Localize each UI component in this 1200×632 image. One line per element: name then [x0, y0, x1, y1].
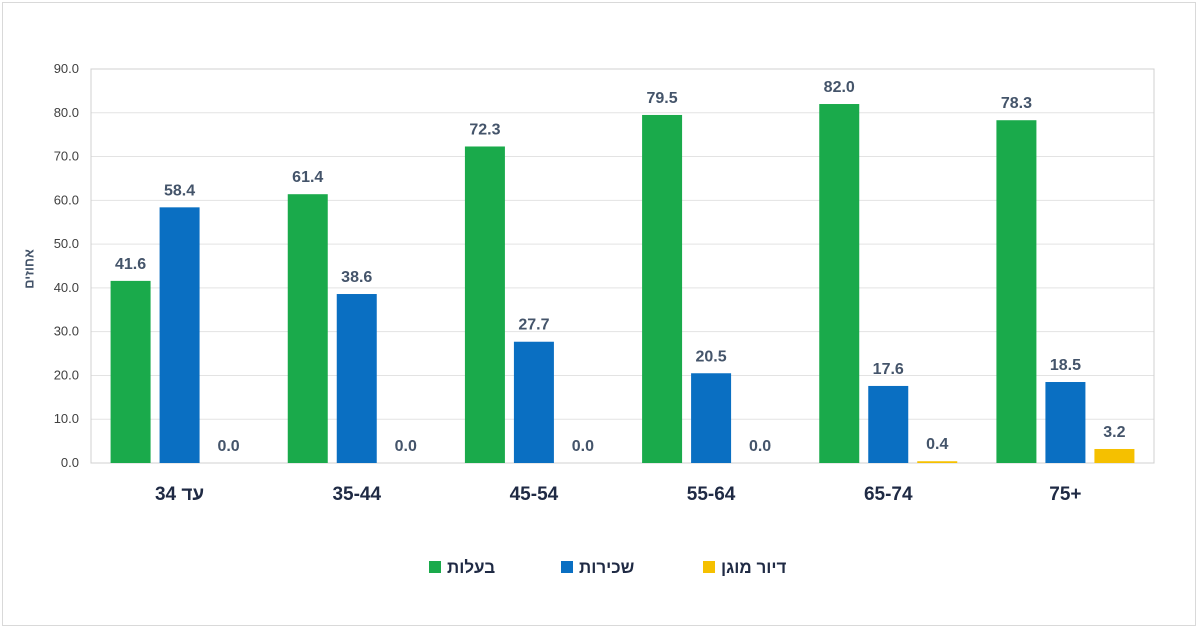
y-tick-label: 60.0	[54, 192, 79, 207]
data-label: 20.5	[696, 348, 727, 365]
data-label: 0.0	[217, 438, 239, 455]
bar	[513, 341, 554, 463]
bar	[464, 146, 505, 463]
legend-swatch	[429, 561, 441, 573]
category-label: 45-54	[510, 484, 559, 505]
bar	[819, 104, 860, 464]
category-label: 55-64	[687, 484, 736, 505]
bar-chart: 0.010.020.030.040.050.060.070.080.090.0 …	[21, 61, 1155, 577]
legend-label: שכירות	[579, 558, 635, 577]
bar	[691, 373, 732, 463]
y-tick-label: 70.0	[54, 149, 79, 164]
category-label: עד 34	[155, 484, 204, 505]
data-label: 58.4	[164, 182, 195, 199]
x-axis-categories: עד 34 35-44 45-54 55-64 65-74 75+	[155, 484, 1082, 505]
data-label: 79.5	[647, 90, 678, 107]
legend-label: בעלות	[447, 558, 495, 577]
legend-swatch	[703, 561, 715, 573]
bar	[642, 114, 683, 463]
bar	[868, 385, 909, 463]
data-label: 72.3	[469, 121, 500, 138]
y-tick-label: 40.0	[54, 280, 79, 295]
bar	[336, 294, 377, 463]
bar	[1094, 448, 1135, 463]
y-tick-label: 50.0	[54, 236, 79, 251]
data-label: 17.6	[873, 361, 904, 378]
bar	[917, 461, 958, 463]
legend-swatch	[561, 561, 573, 573]
y-axis-ticks: 0.0 10.0 20.0 30.0 40.0 50.0 60.0 70.0 80.0 90.0	[54, 61, 79, 470]
category-label: 75+	[1049, 484, 1081, 505]
y-axis-label: אחוזים	[21, 249, 36, 289]
data-label: 61.4	[292, 169, 323, 186]
bars	[110, 104, 1135, 464]
category-label: 35-44	[332, 484, 381, 505]
data-label: 0.0	[395, 438, 417, 455]
category-label: 65-74	[864, 484, 913, 505]
data-label: 78.3	[1001, 95, 1032, 112]
legend: בעלות שכירות דיור מוגן	[429, 558, 787, 577]
y-tick-label: 0.0	[61, 455, 79, 470]
gridlines	[90, 68, 1155, 464]
bar	[996, 120, 1037, 463]
data-label: 0.0	[749, 438, 771, 455]
bar	[287, 194, 328, 463]
data-label: 38.6	[341, 269, 372, 286]
data-label: 0.4	[926, 436, 948, 453]
bar	[110, 280, 151, 463]
bar	[159, 207, 200, 463]
legend-label: דיור מוגן	[721, 558, 787, 577]
y-tick-label: 80.0	[54, 105, 79, 120]
y-tick-label: 30.0	[54, 324, 79, 339]
data-label: 18.5	[1050, 357, 1081, 374]
data-label: 41.6	[115, 256, 146, 273]
data-label: 82.0	[824, 79, 855, 96]
data-label: 0.0	[572, 438, 594, 455]
y-tick-label: 20.0	[54, 367, 79, 382]
y-tick-label: 10.0	[54, 411, 79, 426]
bar	[1045, 382, 1086, 463]
data-labels: 41.6 58.4 0.0 61.4 38.6 0.0 72.3 27.7 0.0 79.5 20.…	[115, 79, 1126, 455]
data-label: 27.7	[518, 317, 549, 334]
data-label: 3.2	[1103, 424, 1125, 441]
plot-border	[90, 68, 1155, 464]
y-tick-label: 90.0	[54, 61, 79, 76]
